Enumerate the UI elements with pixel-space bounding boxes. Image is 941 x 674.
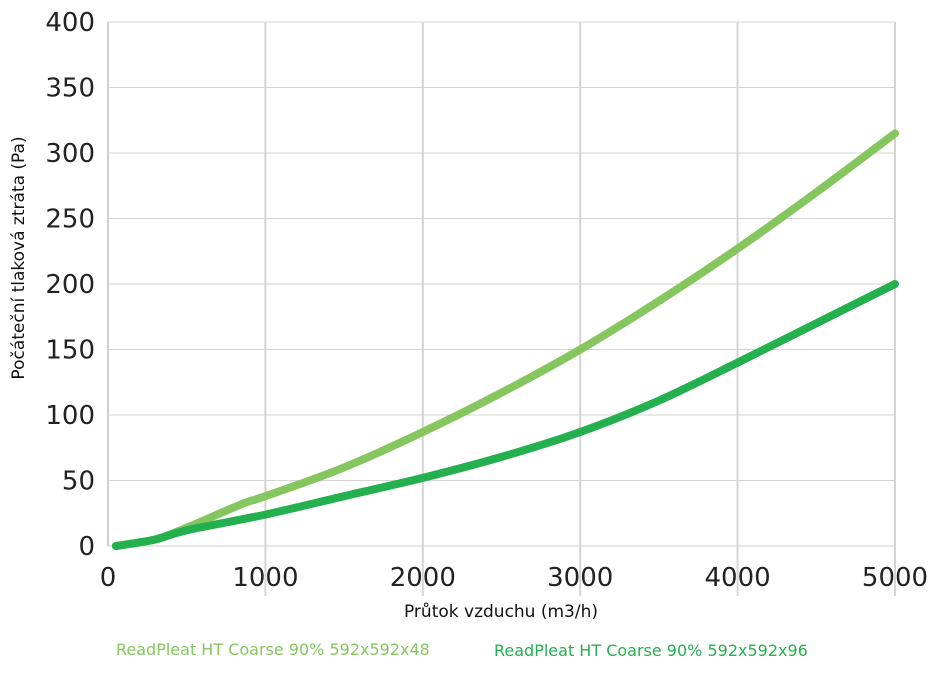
data-point-series-2 [813,320,819,326]
y-tick-label: 400 [45,8,95,38]
data-point-series-2 [184,527,190,533]
y-tick-label: 200 [45,270,95,300]
series-lines [111,129,899,550]
x-tick-label: 5000 [862,563,928,593]
y-tick-label: 150 [45,336,95,366]
data-point-series-2 [892,281,898,287]
data-point-series-1 [499,390,504,396]
x-tick-label: 0 [100,563,117,593]
data-point-series-2 [113,543,119,549]
data-point-series-2 [420,475,426,481]
data-point-series-1 [577,347,583,352]
y-axis-label: Počáteční tlaková ztráta (Pa) [9,136,29,379]
y-tick-label: 300 [45,139,95,169]
legend-entry-series-2: ReadPleat HT Coarse 90% 592x592x96 [494,641,808,660]
y-tick-label: 250 [45,205,95,235]
data-point-series-1 [341,464,347,470]
data-point-series-1 [420,429,426,435]
legend-entry-series-1: ReadPleat HT Coarse 90% 592x592x48 [116,640,430,659]
x-tick-label: 1000 [232,563,298,593]
y-tick-label: 0 [78,532,95,562]
x-tick-label: 3000 [547,563,613,593]
data-point-series-2 [499,454,504,460]
y-tick-label: 350 [45,74,95,104]
grid [108,21,896,596]
data-point-series-2 [735,360,741,366]
x-axis-label: Průtok vzduchu (m3/h) [404,602,598,622]
data-point-series-1 [813,189,819,195]
y-tick-label: 50 [62,467,95,497]
legend: ReadPleat HT Coarse 90% 592x592x48 ReadP… [116,640,808,660]
x-tick-label: 4000 [705,563,771,593]
axes [107,22,895,547]
data-point-series-2 [656,398,662,404]
data-point-series-1 [239,501,245,507]
data-point-series-2 [577,429,583,435]
data-point-series-1 [892,130,898,136]
data-point-series-1 [735,246,741,252]
data-point-series-1 [262,493,268,499]
y-tick-label: 100 [45,401,95,431]
data-point-series-2 [152,536,158,542]
data-point-series-2 [262,512,268,518]
data-point-series-1 [656,298,662,304]
data-point-series-2 [341,493,347,499]
series-line-1 [111,129,899,550]
x-tick-label: 2000 [390,563,456,593]
